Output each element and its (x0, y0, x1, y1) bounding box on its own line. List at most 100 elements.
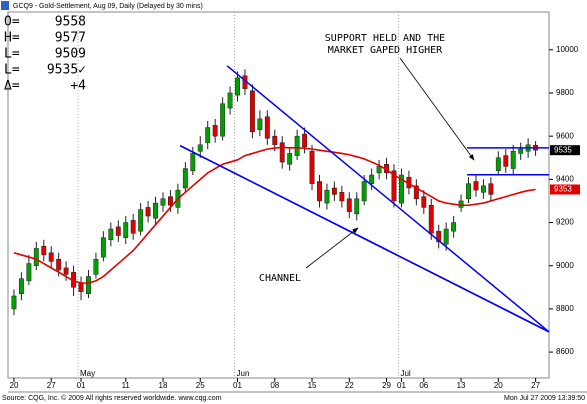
candle-body (317, 181, 322, 202)
candle-body (190, 153, 196, 171)
y-tick-label: 10000 (556, 45, 579, 54)
x-tick-label: 22 (345, 381, 354, 390)
info-key: H= (4, 31, 20, 46)
candle-body (78, 282, 84, 292)
candle-body (458, 200, 464, 208)
last-price-box (550, 145, 580, 156)
x-tick-label: 27 (531, 381, 540, 390)
month-label: Jun (237, 369, 250, 378)
candle-body (272, 135, 278, 146)
x-tick-label: 13 (457, 381, 466, 390)
candle-body (466, 183, 471, 200)
last-price-label: 9535 (554, 145, 572, 154)
candle-body (160, 198, 166, 206)
annotation: CHANNEL (259, 273, 301, 284)
candle-body (473, 181, 479, 191)
annotation-arrow (305, 227, 359, 269)
candle-body (413, 185, 419, 200)
x-tick-label: 01 (397, 381, 406, 390)
x-tick-label: 20 (494, 381, 503, 390)
candle-body (354, 198, 360, 215)
x-tick-label: 29 (382, 381, 391, 390)
candle-body (48, 252, 54, 262)
candle-body (145, 207, 151, 217)
candle-body (100, 237, 106, 258)
candle-body (279, 142, 285, 163)
y-tick-label: 9200 (556, 218, 574, 227)
candle-body (264, 116, 270, 139)
y-tick-label: 9000 (556, 261, 574, 270)
info-value: 9577 (55, 31, 86, 46)
candle-body (227, 92, 233, 109)
candle-body (369, 174, 375, 184)
candle-body (63, 267, 69, 275)
candle-body (182, 168, 188, 189)
candle-body (376, 166, 382, 174)
y-tick-label: 8600 (556, 347, 574, 356)
candle-body (220, 103, 226, 137)
x-tick-label: 08 (270, 381, 279, 390)
candle-body (26, 263, 32, 282)
candle-body (391, 170, 397, 202)
x-tick-label: 01 (233, 381, 242, 390)
candle-body (257, 118, 263, 130)
month-label: Jul (400, 369, 410, 378)
candle-body (324, 189, 330, 204)
footer-source: Source: CQG, Inc. © 2009 All rights rese… (2, 394, 222, 402)
candle-body (56, 258, 62, 271)
candle-body (115, 226, 121, 236)
candle-body (495, 157, 501, 171)
footer-timestamp: Mon Jul 27 2009 13:39:50 (504, 395, 585, 402)
candle-body (339, 192, 345, 202)
month-label: May (80, 369, 95, 378)
candle-body (93, 258, 99, 275)
annotation-arrow (399, 57, 475, 161)
candle-body (123, 222, 129, 238)
candle-body (302, 133, 308, 148)
candle-body (18, 278, 24, 295)
chart-title: GCQ9 - Gold-Settlement, Aug 09, Daily (D… (13, 3, 203, 10)
y-tick-label: 9600 (556, 131, 574, 140)
candle-body (235, 77, 240, 96)
candle-body (167, 196, 173, 206)
x-tick-label: 11 (122, 381, 131, 390)
trend-line (226, 65, 550, 333)
candle-body (331, 187, 337, 195)
candle-body (421, 196, 427, 208)
x-tick-label: 18 (159, 381, 168, 390)
candle-body (249, 90, 255, 133)
candle-body (503, 155, 509, 167)
candle-body (436, 230, 442, 243)
candle-body (361, 181, 367, 202)
info-value: 9535✓ (47, 63, 86, 78)
y-tick-label: 8800 (556, 304, 574, 313)
info-key: L= (4, 63, 20, 78)
candle-body (86, 276, 91, 295)
candle-body (130, 220, 136, 234)
x-tick-label: 01 (77, 381, 86, 390)
info-key: L= (4, 47, 20, 62)
candle-body (212, 125, 218, 137)
info-box: O= 9558 H= 9577 L= 9509 L= 9535✓ Δ= +4 (4, 15, 86, 94)
ma-price-label: 9353 (554, 185, 572, 194)
candle-body (108, 228, 114, 241)
y-tick-label: 9400 (556, 174, 574, 183)
candle-body (138, 209, 144, 232)
candle-body (399, 174, 404, 204)
info-key: O= (4, 15, 20, 30)
annotation: MARKET GAPED HIGHER (328, 45, 443, 56)
candle-body (33, 248, 39, 266)
y-tick-label: 9800 (556, 88, 574, 97)
candle-body (451, 222, 457, 232)
candle-body (346, 198, 352, 212)
plot-layer: 8600 8800 9000 9200 9400 9600 9800 10000 20 27 01 1… (10, 12, 580, 390)
candle-body (287, 153, 293, 165)
candle-body (480, 185, 486, 193)
candle-body (205, 127, 211, 143)
candle-body (309, 151, 315, 184)
candle-body (428, 205, 434, 234)
annotation: SUPPORT HELD AND THE (325, 33, 445, 44)
candle-body (294, 135, 300, 156)
moving-average (13, 146, 536, 284)
